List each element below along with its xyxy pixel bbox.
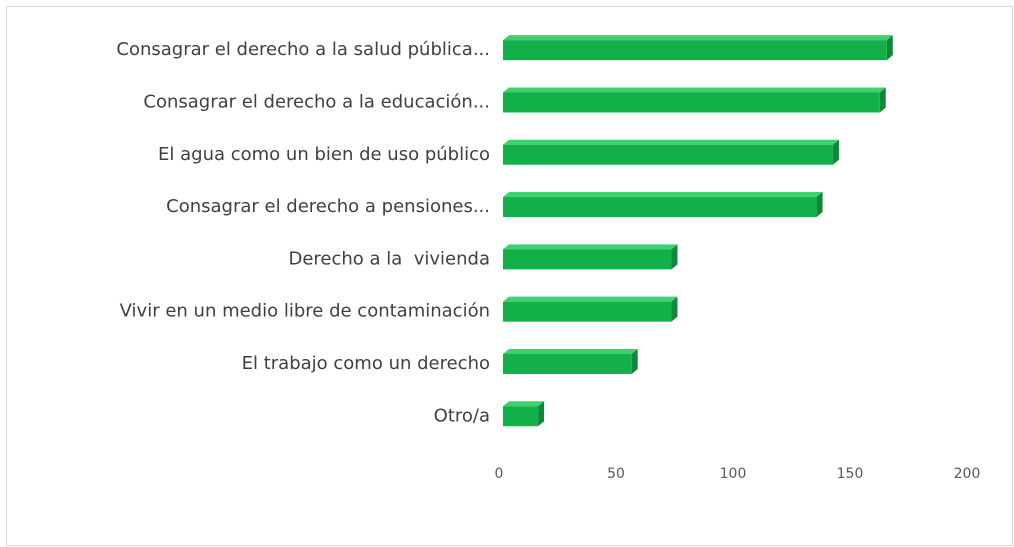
bar [503,192,823,218]
bar [503,244,678,270]
y-tick-label: El agua como un bien de uso público [158,144,490,165]
bar-front [503,197,817,218]
y-tick-label: Consagrar el derecho a la salud pública.… [116,39,490,60]
chart-border [6,6,1013,546]
bar-front [503,144,833,165]
bar-front [503,301,672,322]
bar [503,87,886,113]
bar-top [503,139,839,145]
y-tick-label: Derecho a la vivienda [288,248,490,269]
bar-side [671,244,678,270]
bar-side [631,348,638,374]
y-tick-label: Vivir en un medio libre de contaminación [120,301,490,322]
bar [503,35,893,61]
y-tick-label: Consagrar el derecho a la educación... [143,91,490,112]
bar [503,401,545,427]
bar-side [879,87,886,113]
bar-front [503,406,539,427]
bar [503,348,638,374]
bar-side [816,192,823,218]
bar-top [503,348,638,354]
bar-front [503,249,672,270]
bar-front [503,40,887,61]
y-tick-label: Otro/a [434,405,490,426]
bar [503,296,678,322]
x-tick-label: 50 [607,466,625,482]
bar-front [503,92,880,113]
x-tick-label: 200 [954,466,981,482]
y-tick-label: El trabajo como un derecho [242,353,490,374]
bar-top [503,244,678,250]
x-tick-label: 150 [837,466,864,482]
bar-top [503,296,678,302]
bar-side [832,139,839,165]
bar-top [503,87,886,93]
x-tick-label: 0 [495,466,504,482]
bar-top [503,192,823,198]
bar-side [671,296,678,322]
bar-side [886,35,893,61]
bar [503,139,839,165]
x-tick-label: 100 [720,466,747,482]
bar-top [503,401,545,407]
bar-front [503,353,632,374]
y-tick-label: Consagrar el derecho a pensiones... [166,196,490,217]
bar-side [538,401,545,427]
bar-top [503,35,893,41]
